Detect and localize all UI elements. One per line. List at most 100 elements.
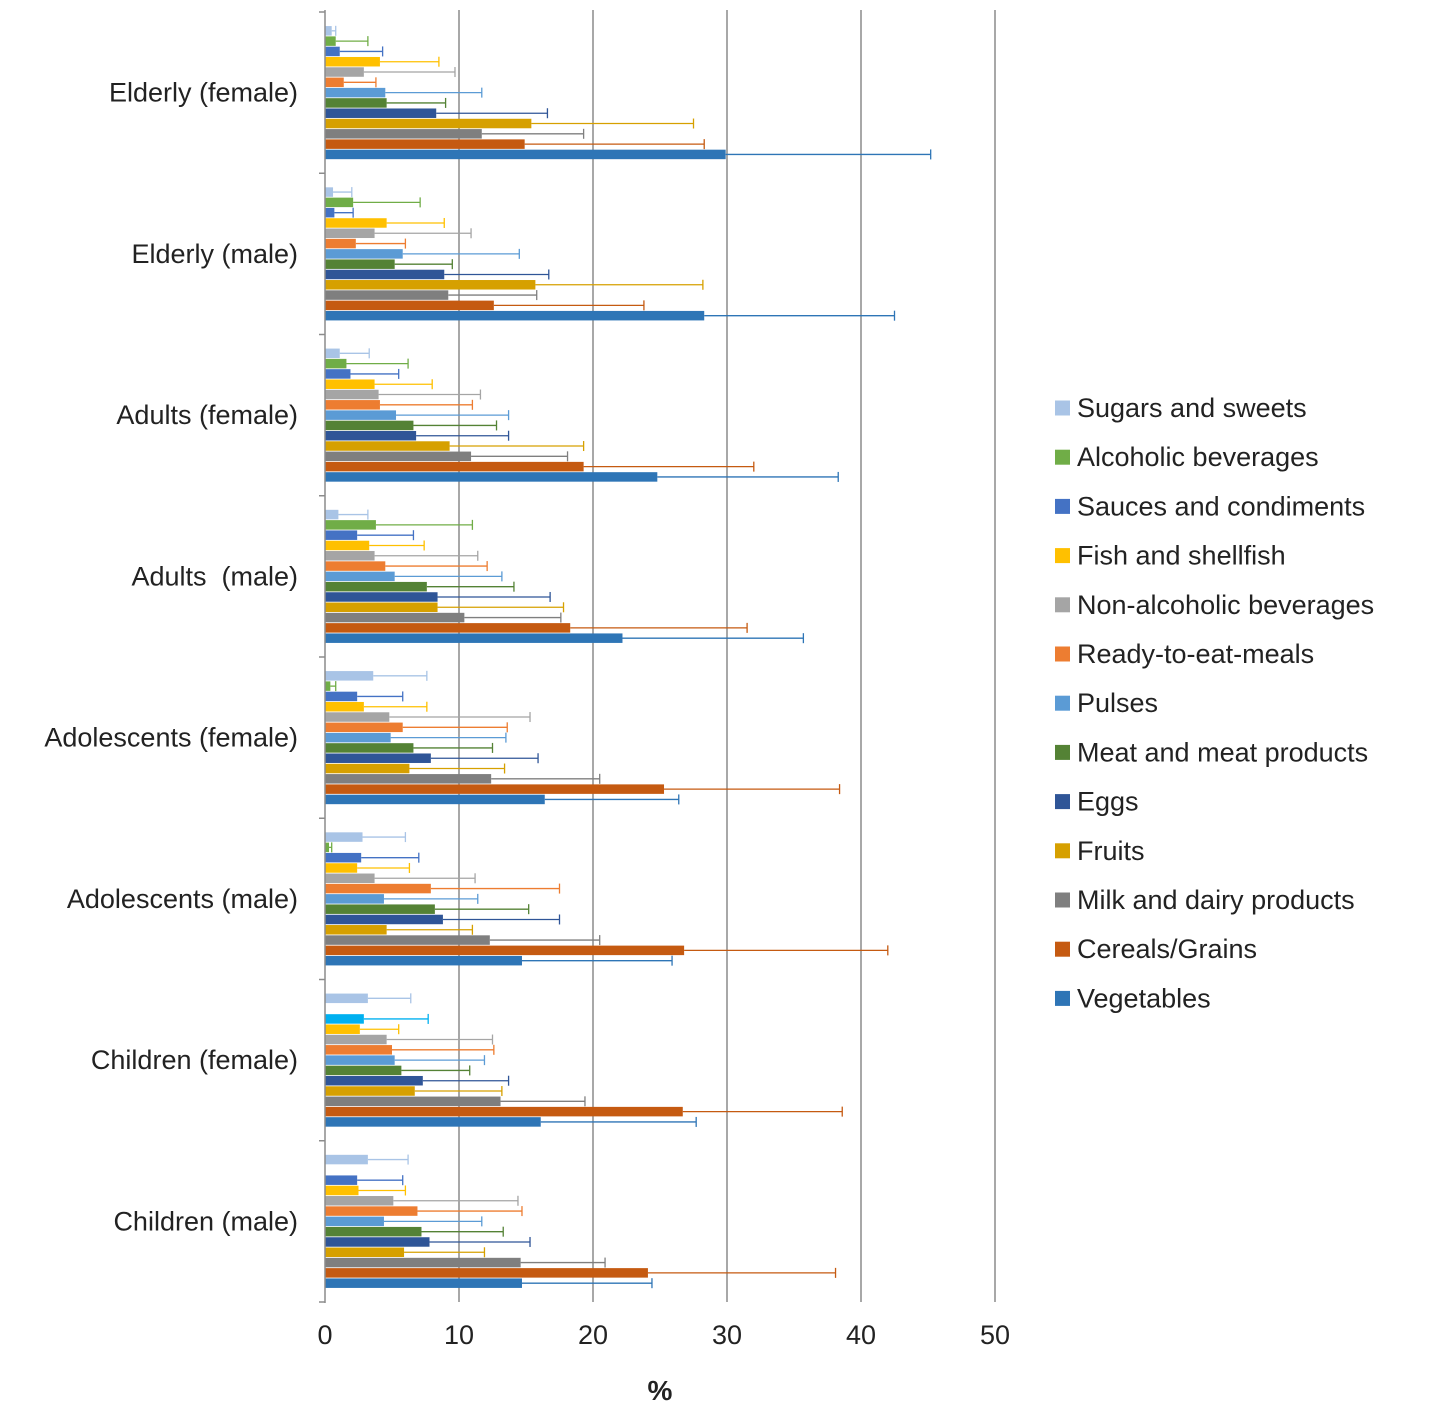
bar bbox=[325, 1278, 522, 1288]
bar bbox=[325, 228, 375, 239]
bar bbox=[325, 139, 525, 149]
bar bbox=[325, 400, 380, 410]
bar bbox=[325, 56, 380, 67]
bar bbox=[325, 722, 403, 733]
category-label: Children (female) bbox=[91, 1045, 298, 1075]
legend-swatch bbox=[1055, 695, 1070, 711]
bar bbox=[325, 551, 375, 561]
legend-label: Sauces and condiments bbox=[1077, 491, 1365, 521]
bar bbox=[325, 1106, 683, 1117]
bar bbox=[325, 842, 330, 853]
bar bbox=[325, 46, 340, 57]
bar bbox=[325, 1086, 415, 1096]
bar bbox=[325, 1216, 384, 1227]
bar bbox=[325, 894, 384, 904]
x-tick-label: 0 bbox=[317, 1320, 332, 1350]
bar bbox=[325, 712, 390, 722]
bar bbox=[325, 832, 363, 842]
bar bbox=[325, 300, 494, 311]
legend-label: Cereals/Grains bbox=[1077, 934, 1257, 964]
bar bbox=[325, 602, 438, 613]
legend-label: Ready-to-eat-meals bbox=[1077, 639, 1314, 669]
legend-swatch bbox=[1055, 449, 1070, 465]
legend-label: Eggs bbox=[1077, 787, 1139, 817]
bar bbox=[325, 945, 685, 956]
bar bbox=[325, 1065, 402, 1076]
category-label: Adults (male) bbox=[131, 561, 298, 591]
bar bbox=[325, 249, 403, 259]
bar bbox=[325, 520, 376, 530]
bar bbox=[325, 732, 391, 743]
x-tick-label: 50 bbox=[980, 1320, 1010, 1350]
bar bbox=[325, 1268, 648, 1278]
legend-swatch bbox=[1055, 498, 1070, 514]
legend-label: Sugars and sweets bbox=[1077, 393, 1307, 423]
bar bbox=[325, 1237, 430, 1247]
bar bbox=[325, 1075, 423, 1086]
legend-label: Alcoholic beverages bbox=[1077, 442, 1319, 472]
category-label: Elderly (female) bbox=[109, 78, 298, 108]
bar bbox=[325, 571, 395, 582]
bar bbox=[325, 1034, 387, 1045]
bar bbox=[325, 269, 445, 280]
bar bbox=[325, 1117, 541, 1127]
legend-swatch bbox=[1055, 400, 1070, 416]
legend-swatch bbox=[1055, 990, 1070, 1006]
bar bbox=[325, 1257, 521, 1268]
bar bbox=[325, 389, 379, 400]
gridlines bbox=[458, 10, 996, 1302]
bar bbox=[325, 420, 414, 431]
bar bbox=[325, 1206, 418, 1216]
bar bbox=[325, 753, 431, 763]
legend-swatch bbox=[1055, 744, 1070, 760]
bar bbox=[325, 358, 347, 369]
legend-label: Non-alcoholic beverages bbox=[1077, 590, 1374, 620]
x-tick-label: 30 bbox=[712, 1320, 742, 1350]
category-label: Adolescents (female) bbox=[44, 723, 298, 753]
bar bbox=[325, 1096, 501, 1107]
legend-label: Fish and shellfish bbox=[1077, 541, 1286, 571]
category-label: Adults (female) bbox=[116, 400, 298, 430]
bar bbox=[325, 852, 362, 863]
bar bbox=[325, 914, 443, 925]
bar bbox=[325, 671, 374, 681]
bar bbox=[325, 784, 665, 794]
bar bbox=[325, 592, 438, 602]
bar bbox=[325, 681, 331, 691]
x-axis-title: % bbox=[648, 1375, 673, 1406]
bar bbox=[325, 1247, 405, 1258]
bar bbox=[325, 1014, 364, 1024]
bar bbox=[325, 612, 465, 623]
bar bbox=[325, 77, 344, 88]
bar bbox=[325, 993, 368, 1004]
bar bbox=[325, 187, 334, 197]
bar bbox=[325, 1055, 395, 1065]
bar bbox=[325, 509, 339, 520]
bar bbox=[325, 98, 387, 108]
bar bbox=[325, 540, 370, 551]
legend-swatch bbox=[1055, 843, 1070, 859]
bar bbox=[325, 197, 354, 208]
legend-swatch bbox=[1055, 597, 1070, 613]
bar bbox=[325, 218, 387, 228]
bar bbox=[325, 430, 417, 441]
legend-swatch bbox=[1055, 646, 1070, 662]
bar bbox=[325, 472, 658, 482]
legend-swatch bbox=[1055, 548, 1070, 564]
bar bbox=[325, 118, 532, 129]
bar bbox=[325, 207, 335, 218]
bar bbox=[325, 794, 545, 805]
bar bbox=[325, 925, 387, 935]
bar bbox=[325, 259, 395, 269]
bar bbox=[325, 108, 437, 118]
bar bbox=[325, 763, 410, 774]
bars bbox=[325, 25, 932, 1289]
bar bbox=[325, 290, 449, 300]
x-tick-label: 40 bbox=[846, 1320, 876, 1350]
bar bbox=[325, 701, 364, 712]
legend-label: Milk and dairy products bbox=[1077, 885, 1355, 915]
bar bbox=[325, 36, 336, 46]
bar bbox=[325, 310, 705, 321]
bar bbox=[325, 441, 450, 451]
